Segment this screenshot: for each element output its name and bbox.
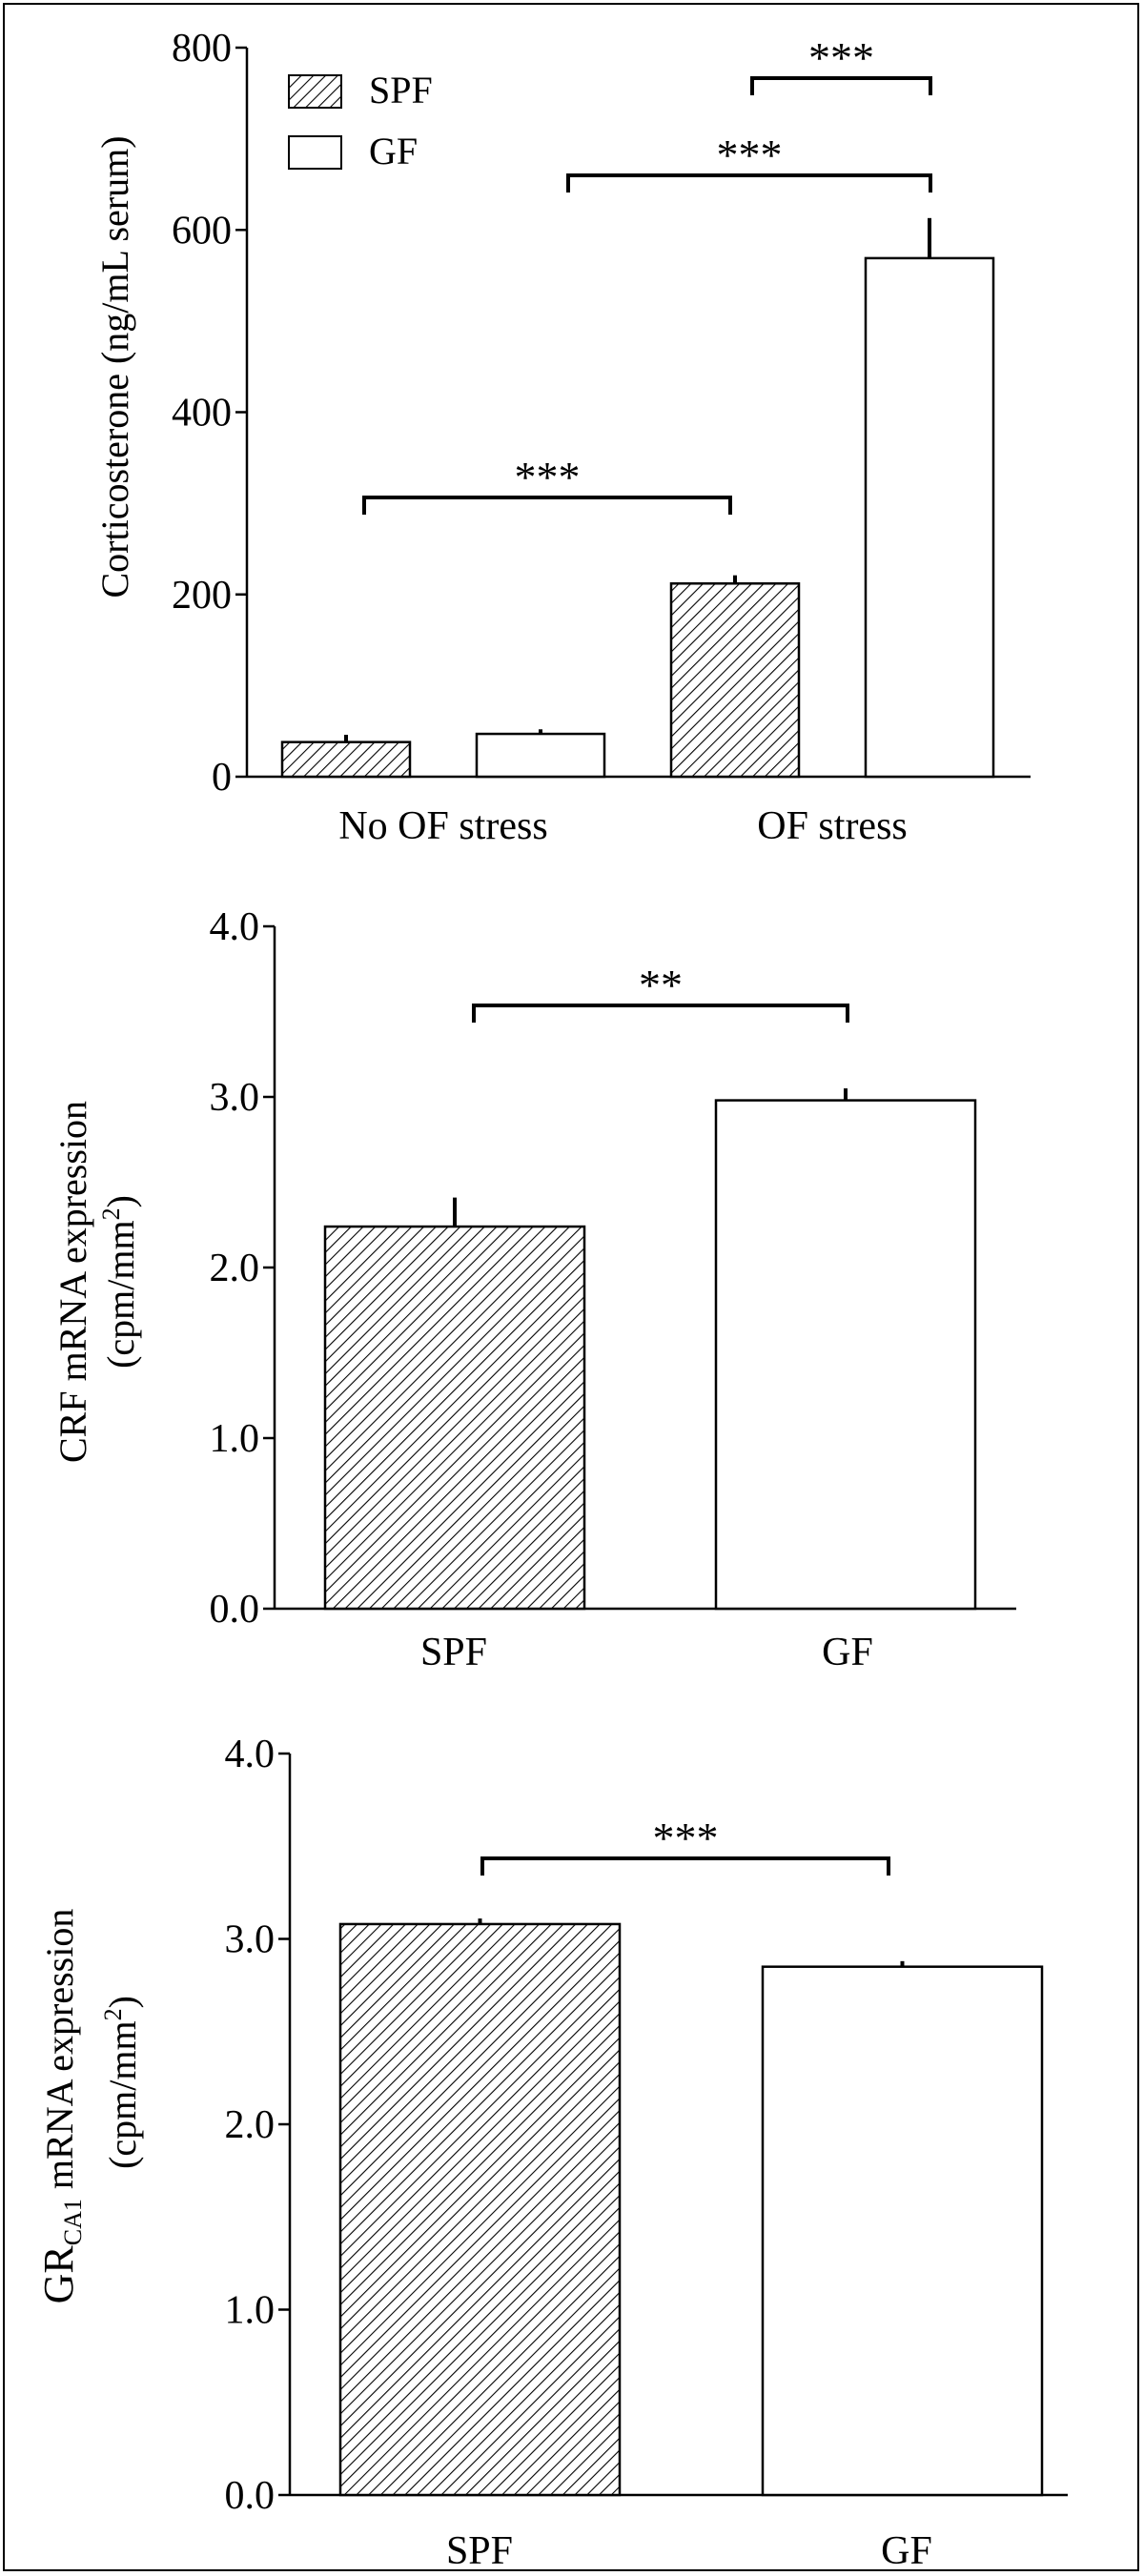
y-axis-unit: (cpm/mm	[101, 2020, 144, 2169]
y-axis-title-rest: mRNA expression	[38, 1909, 81, 2199]
significance-label: ***	[808, 33, 874, 82]
y-tick-label: 4.0	[210, 905, 260, 949]
y-axis-title-line1: GRCA1 mRNA expression	[35, 1909, 87, 2304]
legend-label-gf: GF	[369, 130, 418, 172]
y-tick-label: 2.0	[210, 1247, 260, 1290]
y-axis-title-line2: (cpm/mm2)	[99, 1996, 144, 2169]
y-axis-title-line2: (cpm/mm2)	[97, 1195, 142, 1369]
y-tick-label: 400	[172, 392, 232, 436]
y-tick-label: 1.0	[210, 1417, 260, 1461]
y-tick-label: 200	[172, 574, 232, 618]
legend-swatch-gf	[288, 135, 342, 170]
y-tick-label: 1.0	[225, 2289, 276, 2333]
y-axis-unit-exponent: 2	[97, 1207, 125, 1220]
significance-brackets: **	[472, 961, 849, 1023]
legend: SPF GF	[288, 69, 433, 172]
y-tick-label: 3.0	[210, 1076, 260, 1120]
y-tick-label: 0	[212, 756, 232, 800]
significance-brackets: ***	[480, 1814, 890, 1876]
bar-spf-no-of-stress	[280, 740, 412, 779]
category-label: OF stress	[757, 804, 908, 848]
bars	[338, 1918, 1044, 2497]
significance-bracket	[472, 1004, 849, 1023]
category-label: GF	[822, 1631, 873, 1674]
y-tick-label: 0.0	[210, 1588, 260, 1632]
y-axis-title: Corticosterone (ng/mL serum)	[93, 135, 136, 598]
bars	[323, 1088, 977, 1611]
significance-label: ***	[717, 131, 783, 179]
y-axis-title-main: GR	[35, 2245, 82, 2304]
crf-mrna-chart: CRF mRNA expression (cpm/mm2) 0.0 1.0 2.0 3…	[51, 905, 1016, 1674]
y-tick-label: 600	[172, 209, 232, 253]
bar-gf	[761, 1965, 1044, 2497]
bar-spf-of-stress	[669, 582, 801, 779]
y-axis-label: Corticosterone (ng/mL serum)	[93, 135, 136, 598]
y-tick-label: 0.0	[225, 2474, 276, 2518]
category-label: No OF stress	[338, 804, 547, 848]
bar-gf-no-of-stress	[475, 732, 606, 779]
category-labels: No OF stress OF stress	[338, 804, 907, 848]
y-axis-label: CRF mRNA expression (cpm/mm2)	[51, 1101, 142, 1463]
bar-spf	[323, 1225, 586, 1611]
legend-label-spf: SPF	[369, 69, 433, 112]
y-tick-label: 800	[172, 27, 232, 71]
y-tick-labels: 0.0 1.0 2.0 3.0 4.0	[225, 1733, 276, 2518]
y-axis-unit-close: )	[101, 1996, 144, 2008]
significance-bracket	[566, 173, 932, 193]
category-label: SPF	[420, 1631, 487, 1674]
y-tick-labels: 0.0 1.0 2.0 3.0 4.0	[210, 905, 260, 1632]
bar-spf	[338, 1922, 622, 2497]
significance-bracket	[480, 1856, 890, 1876]
significance-bracket	[750, 76, 932, 95]
y-tick-labels: 0 200 400 600 800	[172, 27, 232, 800]
significance-label: ***	[515, 453, 581, 501]
significance-label: ***	[653, 1814, 719, 1862]
legend-swatch-spf	[288, 74, 342, 109]
gr-ca1-mrna-chart: GRCA1 mRNA expression (cpm/mm2) 0.0 1.0 2.…	[35, 1733, 1068, 2573]
y-axis-unit-close: )	[99, 1195, 142, 1207]
corticosterone-chart: Corticosterone (ng/mL serum) 0 200 400 600 8…	[93, 27, 1031, 848]
y-tick-label: 2.0	[225, 2103, 276, 2147]
category-label: GF	[881, 2529, 932, 2573]
category-labels: SPF GF	[420, 1631, 873, 1674]
y-axis-unit: (cpm/mm	[99, 1220, 142, 1369]
y-axis-unit-exponent: 2	[99, 2008, 127, 2020]
y-axis-title-line1: CRF mRNA expression	[51, 1101, 94, 1463]
y-tick-label: 3.0	[225, 1918, 276, 1962]
significance-label: **	[639, 961, 683, 1009]
bar-gf-of-stress	[864, 256, 995, 779]
category-labels: SPF GF	[446, 2529, 932, 2573]
bar-gf	[714, 1099, 977, 1611]
y-axis-title-subscript: CA1	[59, 2199, 87, 2245]
bars	[280, 217, 995, 779]
y-axis-label: GRCA1 mRNA expression (cpm/mm2)	[35, 1909, 144, 2304]
category-label: SPF	[446, 2529, 513, 2573]
significance-bracket	[362, 496, 732, 515]
y-tick-label: 4.0	[225, 1733, 276, 1776]
significance-brackets: *** *** ***	[362, 33, 932, 515]
